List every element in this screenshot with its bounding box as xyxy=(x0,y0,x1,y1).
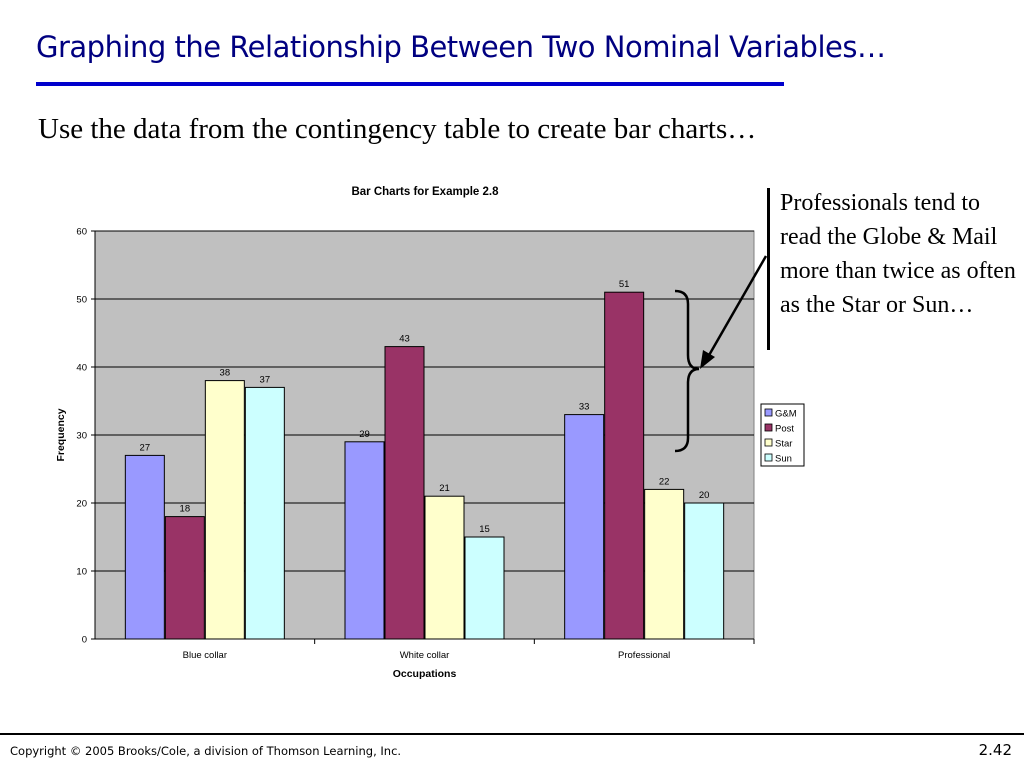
x-tick-label: Professional xyxy=(618,650,670,661)
y-tick-label: 60 xyxy=(76,227,87,238)
bar-gm-white-collar xyxy=(344,441,385,640)
data-label: 21 xyxy=(439,483,450,494)
y-axis-label: Frequency xyxy=(55,408,67,461)
bar-post-professional xyxy=(604,291,645,640)
page-number: 2.42 xyxy=(978,741,1012,759)
data-label: 20 xyxy=(699,490,710,501)
slide-title: Graphing the Relationship Between Two No… xyxy=(36,30,886,64)
data-label: 15 xyxy=(479,524,490,535)
bar-star-white-collar xyxy=(424,495,465,640)
bar-chart: Bar Charts for Example 2.8 0 10 20 30 40 50 60 2… xyxy=(55,186,805,680)
footer-rule xyxy=(0,733,1024,735)
data-label: 33 xyxy=(579,402,590,413)
legend-swatch xyxy=(764,423,773,432)
data-label: 29 xyxy=(359,429,370,440)
bar-post-blue-collar xyxy=(164,516,205,640)
legend-item: G&M xyxy=(775,409,797,420)
y-tick-label: 20 xyxy=(76,499,87,510)
x-tick-label: White collar xyxy=(400,650,450,661)
legend-item: Sun xyxy=(775,454,792,465)
legend-swatch xyxy=(764,408,773,417)
x-axis-label: Occupations xyxy=(393,668,457,680)
callout-arrow xyxy=(706,255,768,358)
data-label: 27 xyxy=(140,442,151,453)
data-label: 51 xyxy=(619,279,630,290)
data-label: 22 xyxy=(659,476,670,487)
y-tick-label: 0 xyxy=(82,635,87,646)
data-label: 37 xyxy=(260,374,271,385)
chart-title: Bar Charts for Example 2.8 xyxy=(351,186,499,198)
curly-brace xyxy=(674,289,700,453)
data-label: 43 xyxy=(399,334,410,345)
y-tick-label: 30 xyxy=(76,431,87,442)
y-tick-label: 10 xyxy=(76,567,87,578)
bar-star-blue-collar xyxy=(204,380,245,640)
bar-sun-white-collar xyxy=(464,536,505,640)
arrow-head-icon xyxy=(700,350,715,369)
copyright-text: Copyright © 2005 Brooks/Cole, a division… xyxy=(10,744,402,758)
legend-swatch xyxy=(764,453,773,462)
legend-item: Post xyxy=(775,424,794,435)
callout-bar xyxy=(767,188,770,350)
bar-post-white-collar xyxy=(384,346,425,640)
bar-star-professional xyxy=(644,488,685,640)
callout-text: Professionals tend to read the Globe & M… xyxy=(780,190,1016,318)
bar-gm-professional xyxy=(564,414,605,640)
data-label: 18 xyxy=(180,504,191,515)
legend-swatch xyxy=(764,438,773,447)
y-tick-label: 40 xyxy=(76,363,87,374)
y-tick-label: 50 xyxy=(76,295,87,306)
slide-subtitle: Use the data from the contingency table … xyxy=(38,113,757,145)
data-label: 38 xyxy=(220,368,231,379)
title-underline xyxy=(36,82,784,86)
legend-item: Star xyxy=(775,439,792,450)
bar-sun-professional xyxy=(684,502,725,640)
x-tick-label: Blue collar xyxy=(183,650,227,661)
bar-gm-blue-collar xyxy=(124,454,165,640)
bar-sun-blue-collar xyxy=(244,386,285,640)
